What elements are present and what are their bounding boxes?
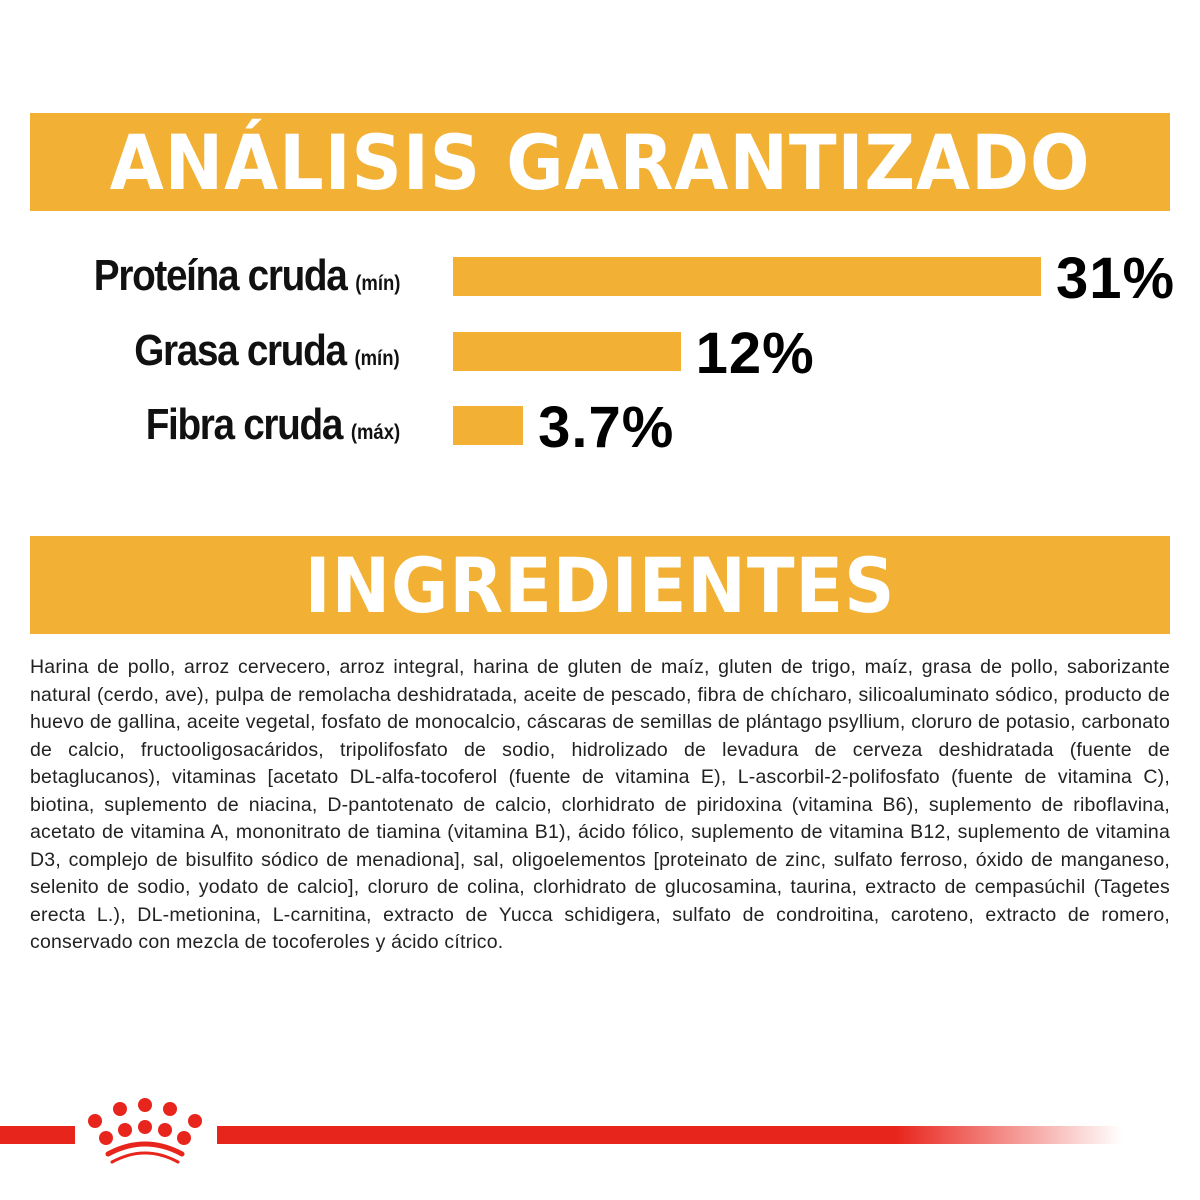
analysis-header: ANÁLISIS GARANTIZADO [30, 113, 1170, 211]
brand-line-right [217, 1126, 1122, 1144]
bar-qualifier: (mín) [354, 272, 400, 295]
crown-icon [88, 1098, 202, 1164]
bar-category: Grasa cruda [134, 326, 348, 375]
bar [453, 257, 1041, 296]
ingredients-title: INGREDIENTES [304, 540, 896, 630]
analysis-title: ANÁLISIS GARANTIZADO [109, 117, 1091, 207]
chart-row: Grasa cruda (mín) 12% [0, 321, 1200, 386]
ingredients-header: INGREDIENTES [30, 536, 1170, 634]
bar-label: Fibra cruda (máx) [146, 400, 400, 450]
bar-value-label: 31% [1056, 246, 1176, 311]
bar-label: Proteína cruda (mín) [93, 251, 400, 301]
chart-row: Proteína cruda (mín) 31% [0, 246, 1200, 311]
bar [453, 406, 524, 445]
chart-row: Fibra cruda (máx) 3.7% [0, 395, 1200, 460]
bar-category: Proteína cruda [93, 251, 347, 300]
bar-qualifier: (máx) [350, 421, 400, 444]
bar [453, 332, 681, 371]
bar-qualifier: (mín) [354, 347, 400, 370]
ingredients-text: Harina de pollo, arroz cervecero, arroz … [30, 656, 1170, 953]
bar-value-label: 3.7% [538, 395, 675, 460]
bar-label: Grasa cruda (mín) [135, 326, 400, 376]
bar-category: Fibra cruda [145, 400, 344, 449]
bar-value-label: 12% [695, 321, 815, 386]
brand-line-left [0, 1126, 75, 1144]
